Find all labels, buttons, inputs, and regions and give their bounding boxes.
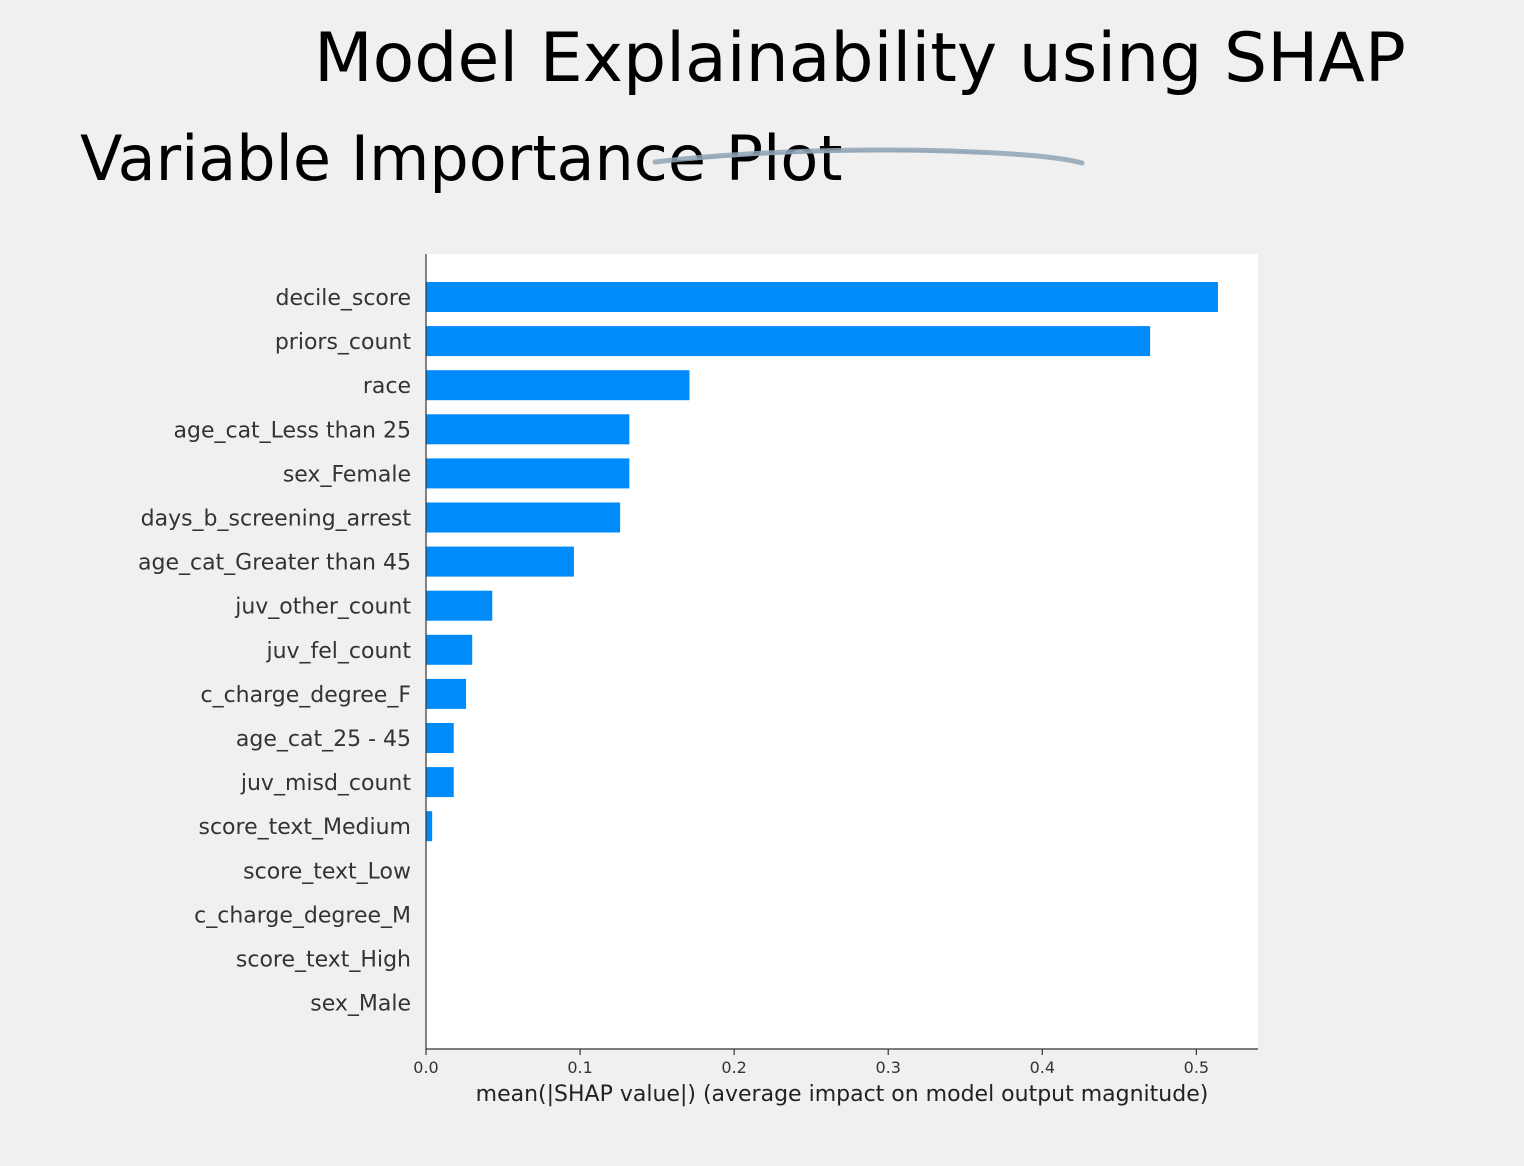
category-label-14: c_charge_degree_M: [194, 903, 411, 928]
bar-0: [426, 282, 1218, 312]
bar-10: [426, 723, 454, 753]
bar-4: [426, 458, 630, 489]
x-ticks-group: 0.0 0.1 0.2 0.3 0.4 0.5: [413, 1049, 1209, 1077]
category-label-15: score_text_High: [236, 948, 411, 973]
slide-title: Model Explainability using SHAP: [314, 19, 1406, 98]
bar-9: [426, 678, 467, 709]
bar-12: [426, 811, 433, 842]
bar-3: [426, 414, 630, 445]
bar-11: [426, 767, 454, 798]
category-label-11: juv_misd_count: [240, 771, 411, 796]
category-label-0: decile_score: [276, 286, 411, 311]
category-label-6: age_cat_Greater than 45: [138, 551, 411, 576]
x-tick-label-3: 0.3: [875, 1058, 900, 1077]
category-label-5: days_b_screening_arrest: [141, 507, 412, 532]
bar-5: [426, 502, 621, 533]
x-tick-label-4: 0.4: [1030, 1058, 1055, 1077]
x-tick-label-0: 0.0: [413, 1058, 438, 1077]
category-label-2: race: [363, 374, 411, 399]
bar-6: [426, 546, 574, 577]
category-label-16: sex_Male: [310, 992, 411, 1017]
category-label-9: c_charge_degree_F: [200, 683, 411, 708]
bar-1: [426, 326, 1151, 357]
x-tick-label-1: 0.1: [567, 1058, 592, 1077]
x-tick-label-2: 0.2: [721, 1058, 746, 1077]
bar-7: [426, 590, 493, 621]
x-tick-label-5: 0.5: [1184, 1058, 1209, 1077]
category-label-1: priors_count: [275, 330, 412, 355]
category-label-12: score_text_Medium: [198, 815, 411, 840]
category-label-7: juv_other_count: [234, 595, 411, 620]
category-label-10: age_cat_25 - 45: [236, 727, 411, 752]
decorative-swoosh: [652, 147, 1085, 166]
bar-8: [426, 634, 473, 665]
category-label-3: age_cat_Less than 25: [174, 418, 412, 443]
bar-2: [426, 370, 690, 401]
category-label-4: sex_Female: [283, 462, 411, 487]
category-label-8: juv_fel_count: [265, 639, 411, 664]
x-axis-label: mean(|SHAP value|) (average impact on mo…: [476, 1082, 1209, 1107]
category-label-13: score_text_Low: [243, 859, 411, 884]
bars-group: [426, 282, 1218, 842]
